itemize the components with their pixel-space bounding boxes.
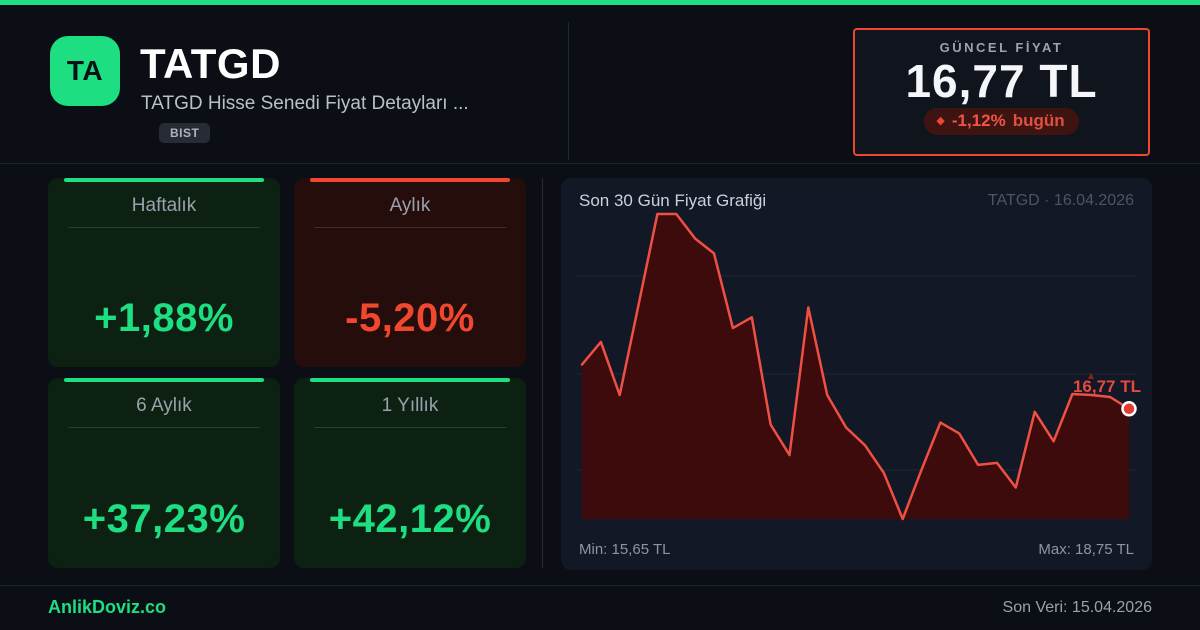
price-area	[582, 214, 1129, 519]
card-accent-bar	[310, 178, 510, 182]
stock-logo: TA	[50, 36, 120, 106]
current-price-value: 16,77 TL	[905, 55, 1098, 107]
card-weekly: Haftalık +1,88%	[48, 178, 280, 367]
card-accent-bar	[310, 378, 510, 382]
chart-min-label: Min: 15,65 TL	[579, 541, 671, 558]
card-monthly: Aylık -5,20%	[294, 178, 526, 367]
period-value: +1,88%	[94, 296, 234, 340]
card-divider	[314, 427, 506, 428]
card-accent-bar	[64, 178, 264, 182]
period-label: Haftalık	[131, 195, 197, 216]
header-bottom-divider	[0, 163, 1200, 164]
top-accent-strip	[0, 0, 1200, 5]
chart-max-label: Max: 18,75 TL	[1038, 541, 1134, 558]
period-label: 1 Yıllık	[381, 395, 439, 416]
last-price-dot	[1121, 401, 1137, 417]
chart-title: Son 30 Gün Fiyat Grafiği	[579, 191, 767, 210]
card-divider	[314, 227, 506, 228]
daily-change-suffix: bugün	[1012, 111, 1065, 131]
change-direction-icon: ◆	[936, 114, 945, 127]
chart-meta: TATGD · 16.04.2026	[987, 192, 1134, 209]
daily-change-value: -1,12%	[951, 111, 1006, 131]
card-six-month: 6 Aylık +37,23%	[48, 378, 280, 568]
page-title: TATGD	[140, 40, 281, 87]
price-chart-panel: Son 30 Gün Fiyat Grafiği TATGD · 16.04.2…	[561, 178, 1152, 570]
content-vertical-divider	[542, 178, 543, 568]
period-value: +37,23%	[82, 497, 246, 541]
brand-link[interactable]: AnlikDoviz.co	[48, 597, 167, 617]
price-line	[580, 212, 1131, 521]
daily-change-pill: ◆ -1,12% bugün	[924, 108, 1079, 136]
card-divider	[68, 227, 260, 228]
period-label: 6 Aylık	[136, 395, 192, 416]
tooltip-caret-icon	[1088, 373, 1094, 379]
price-chart: 16,77 TL	[577, 212, 1141, 521]
period-cards-grid: Haftalık +1,88% Aylık -5,20% 6 Aylık +37…	[48, 178, 528, 568]
footer-divider	[0, 585, 1200, 586]
period-value: -5,20%	[345, 296, 475, 340]
exchange-badge: BIST	[159, 123, 211, 143]
card-one-year: 1 Yıllık +42,12%	[294, 378, 526, 568]
current-price-box: GÜNCEL FİYAT 16,77 TL ◆ -1,12% bugün	[853, 28, 1150, 156]
card-accent-bar	[64, 378, 264, 382]
period-label: Aylık	[389, 195, 431, 216]
card-divider	[68, 427, 260, 428]
page-subtitle: TATGD Hisse Senedi Fiyat Detayları ...	[141, 93, 469, 114]
current-price-label: GÜNCEL FİYAT	[939, 40, 1064, 55]
last-price-annotation: 16,77 TL	[1073, 377, 1141, 396]
stock-logo-text: TA	[66, 55, 104, 86]
period-value: +42,12%	[328, 497, 492, 541]
header-vertical-divider	[568, 22, 569, 160]
last-data-date: Son Veri: 15.04.2026	[1002, 599, 1152, 616]
